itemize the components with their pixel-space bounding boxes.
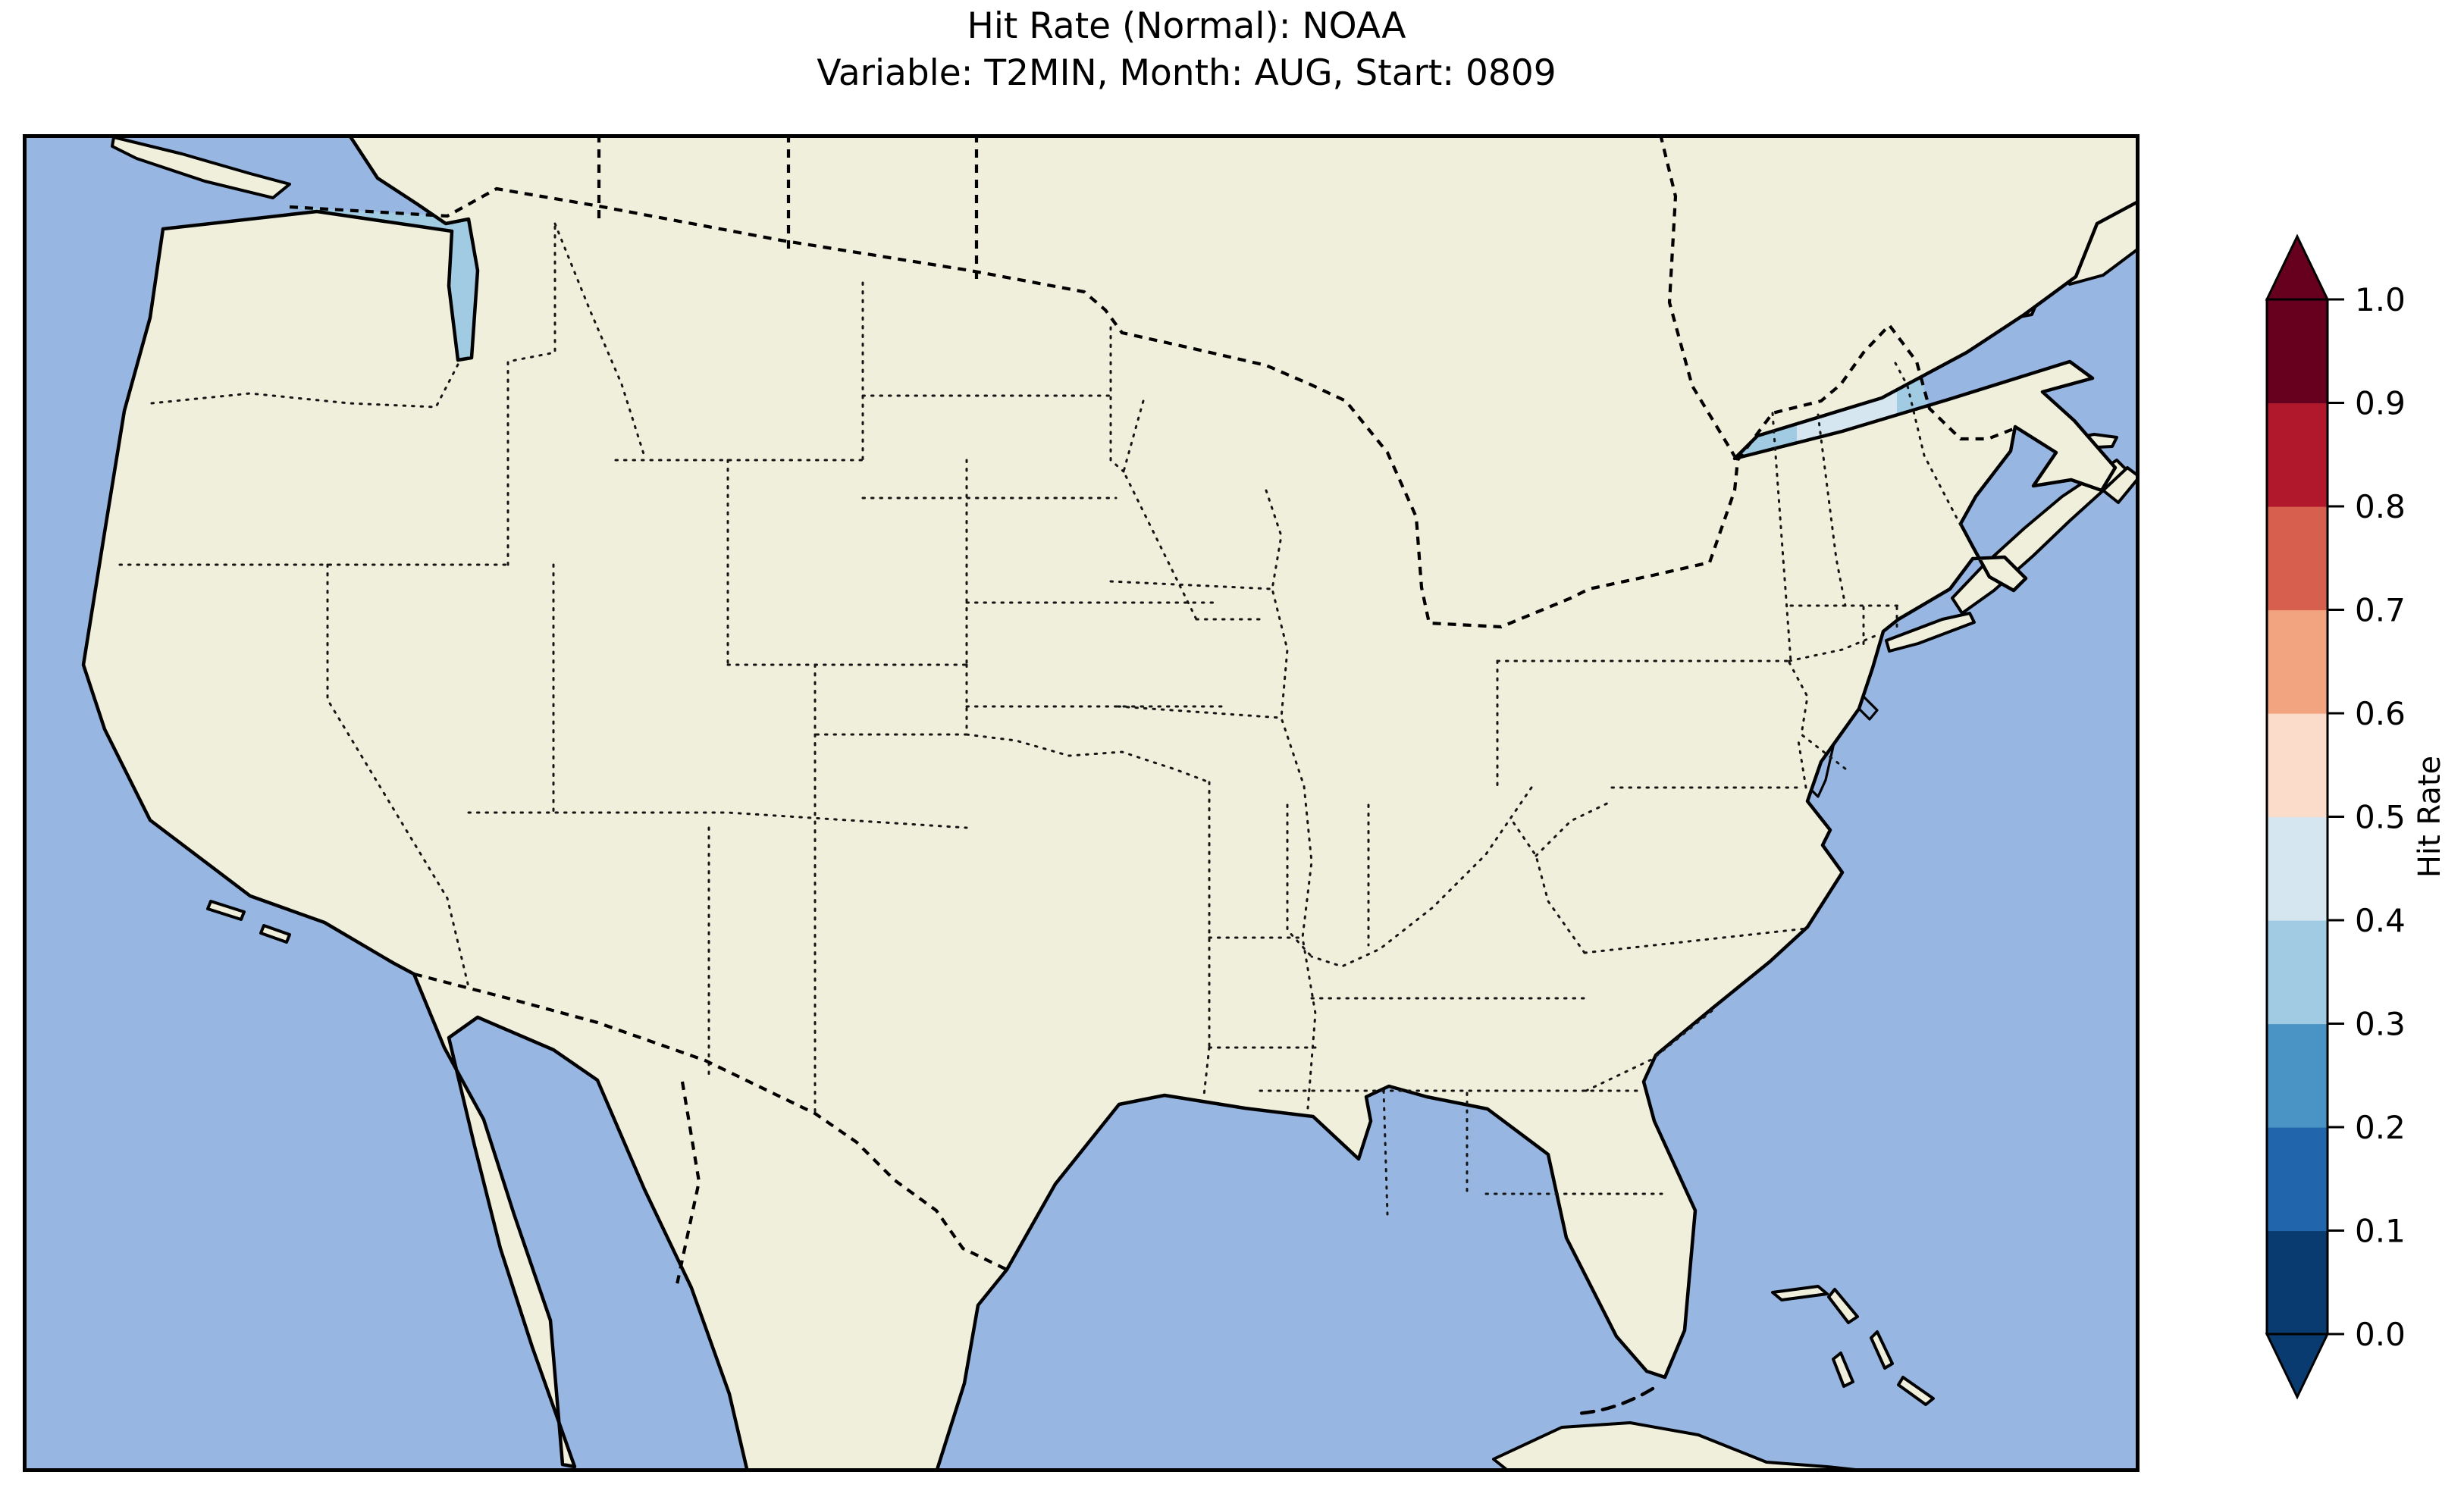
svg-text:0.5: 0.5 bbox=[2355, 799, 2406, 836]
figure-title: Hit Rate (Normal): NOAA Variable: T2MIN,… bbox=[23, 3, 2350, 97]
svg-text:1.0: 1.0 bbox=[2355, 281, 2406, 318]
map-canvas bbox=[23, 134, 2140, 1472]
colorbar: 0.0 0.1 0.2 0.3 0.4 0.5 0.6 0.7 0.8 0.9 1.0 Hit Ra… bbox=[2265, 233, 2447, 1400]
florida-keys bbox=[1573, 1386, 1655, 1416]
bahamas-long-island bbox=[1897, 1376, 1935, 1406]
national-and-province-borders bbox=[289, 134, 2016, 1289]
mexico-state-border bbox=[674, 1081, 701, 1289]
svg-text:0.9: 0.9 bbox=[2355, 385, 2406, 422]
svg-text:0.0: 0.0 bbox=[2355, 1316, 2406, 1353]
us-mexico-border bbox=[413, 972, 1008, 1271]
colorbar-axis-label: Hit Rate bbox=[2412, 756, 2447, 878]
bahamas-grand-bahama bbox=[1771, 1285, 1829, 1301]
long-island bbox=[1885, 612, 1976, 653]
map-frame bbox=[23, 134, 2140, 1472]
vancouver-island bbox=[111, 136, 291, 199]
channel-islands bbox=[206, 900, 291, 944]
colorbar-ticks: 0.0 0.1 0.2 0.3 0.4 0.5 0.6 0.7 0.8 0.9 1.0 bbox=[2328, 281, 2406, 1353]
bahamas-eleuthera bbox=[1870, 1330, 1894, 1370]
svg-text:0.8: 0.8 bbox=[2355, 488, 2406, 525]
bahamas-andros bbox=[1832, 1351, 1854, 1388]
state-borders bbox=[118, 222, 1962, 1216]
title-line-2: Variable: T2MIN, Month: AUG, Start: 0809 bbox=[817, 52, 1556, 95]
svg-text:0.4: 0.4 bbox=[2355, 902, 2406, 939]
svg-text:0.3: 0.3 bbox=[2355, 1006, 2406, 1043]
cape-breton-island bbox=[2102, 466, 2140, 504]
svg-text:0.2: 0.2 bbox=[2355, 1109, 2406, 1146]
us-canada-border bbox=[289, 186, 2016, 629]
svg-text:0.6: 0.6 bbox=[2355, 695, 2406, 732]
title-line-1: Hit Rate (Normal): NOAA bbox=[967, 5, 1406, 47]
svg-text:0.7: 0.7 bbox=[2355, 592, 2406, 629]
svg-text:0.1: 0.1 bbox=[2355, 1213, 2406, 1250]
bahamas-abaco bbox=[1827, 1288, 1859, 1324]
canada-province-border-on-qc bbox=[1658, 134, 1736, 458]
colorbar-segments bbox=[2265, 233, 2330, 1400]
